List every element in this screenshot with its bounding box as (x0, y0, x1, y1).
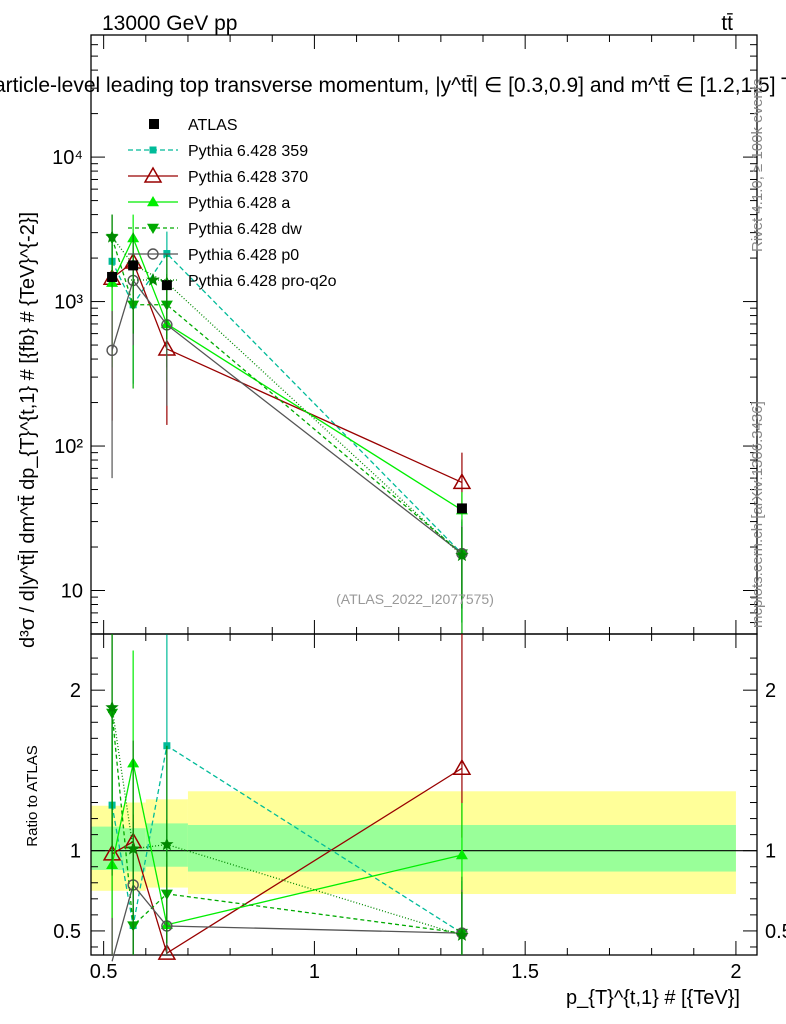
ratio-tick-label: 1 (70, 841, 81, 863)
legend-marker-0 (149, 146, 157, 154)
ratio-point-5-2 (160, 837, 174, 851)
ratio-tick-label: 0.5 (53, 921, 81, 943)
series-line-0 (111, 252, 463, 555)
plot-title: Particle-level leading top transverse mo… (0, 74, 786, 97)
point-4-0 (106, 344, 118, 356)
x-tick-label: 1 (309, 961, 320, 983)
ratio-line-1 (111, 767, 463, 955)
y-tick-label: 10³ (54, 292, 83, 314)
point-1-3 (452, 472, 472, 490)
analysis-watermark: (ATLAS_2022_I2077575) (336, 591, 494, 607)
ratio-tick-label-right: 2 (765, 680, 776, 702)
data-point-1 (128, 260, 139, 271)
process-label: tt̄ (721, 12, 733, 35)
legend-marker-data (149, 119, 159, 129)
y-tick-label: 10² (54, 436, 83, 458)
legend-marker-1 (143, 166, 163, 183)
ratio-line-4 (111, 883, 462, 962)
legend-label-data: ATLAS (188, 117, 238, 134)
point-5-3 (455, 548, 469, 562)
ratio-point-5-3 (455, 928, 469, 941)
series-line-4 (111, 279, 463, 555)
legend-marker-5 (146, 273, 160, 286)
ratio-point-2-3 (455, 849, 468, 860)
ratio-point-5-0 (105, 700, 119, 714)
y-tick-label: 10 (61, 581, 83, 603)
x-tick-label: 1.5 (511, 961, 539, 983)
series-line-1 (111, 260, 463, 484)
y-axis-label: d³σ / d|y^tt̄| dm^tt̄ dp_{T}^{t,1} # [{f… (17, 212, 39, 648)
ratio-line-5 (111, 707, 463, 936)
legend-label-3: Pythia 6.428 dw (188, 221, 302, 238)
ratio-axis-label: Ratio to ATLAS (24, 745, 41, 846)
point-5-0 (105, 230, 119, 243)
mcplots-label: mcplots.cern.ch [arXiv:1306.3436] (749, 401, 766, 628)
ratio-point-5-1 (126, 841, 140, 855)
data-point-2 (161, 280, 172, 291)
y-tick-label: 10⁴ (52, 147, 83, 169)
ratio-point-1-3 (452, 758, 472, 776)
x-tick-label: 0.5 (90, 961, 118, 983)
legend-marker-3 (147, 223, 159, 234)
legend-marker-4 (147, 248, 159, 260)
rivet-version-label: Rivet 4.1.0, ≥ 100k events (749, 79, 766, 252)
ratio-tick-label-right: 0.5 (765, 921, 786, 943)
x-tick-label: 2 (730, 961, 741, 983)
ratio-panel: 0.5 1 1.5 2 0.5 0.5 1 1 2 2 (53, 633, 786, 983)
data-point-0 (107, 271, 118, 282)
ratio-frame (90, 633, 758, 956)
legend: ATLAS Pythia 6.428 359 Pythia 6.428 370 Pyt… (128, 117, 337, 290)
main-panel: 10 10² 10³ 10⁴ (52, 34, 758, 635)
data-point-3 (456, 503, 467, 514)
ratio-tick-label-right: 1 (765, 841, 776, 863)
beam-label: 13000 GeV pp (102, 12, 237, 35)
legend-label-2: Pythia 6.428 a (188, 195, 290, 212)
x-axis-label: p_{T}^{t,1} # [{TeV}] (566, 987, 740, 1009)
ratio-point-1-2 (157, 943, 177, 960)
legend-label-4: Pythia 6.428 p0 (188, 247, 299, 264)
ratio-line-3 (111, 712, 463, 934)
ratio-tick-label: 2 (70, 680, 81, 702)
legend-marker-2 (147, 196, 159, 207)
legend-label-0: Pythia 6.428 359 (188, 143, 308, 160)
series-line-3 (111, 237, 463, 555)
series-line-5 (111, 236, 463, 556)
series-line-2 (111, 236, 463, 511)
legend-label-1: Pythia 6.428 370 (188, 169, 308, 186)
legend-label-5: Pythia 6.428 pro-q2o (188, 273, 337, 290)
